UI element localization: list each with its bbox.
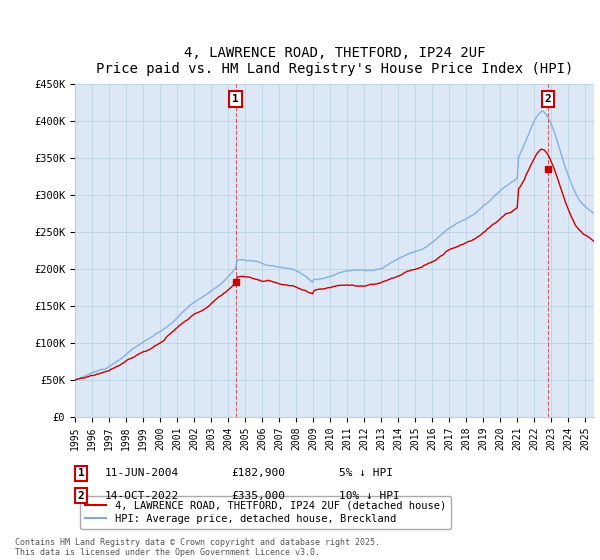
Text: 1: 1 (232, 94, 239, 104)
Text: £182,900: £182,900 (231, 468, 285, 478)
Text: 11-JUN-2004: 11-JUN-2004 (105, 468, 179, 478)
Text: 10% ↓ HPI: 10% ↓ HPI (339, 491, 400, 501)
Text: 14-OCT-2022: 14-OCT-2022 (105, 491, 179, 501)
Text: 5% ↓ HPI: 5% ↓ HPI (339, 468, 393, 478)
Text: £335,000: £335,000 (231, 491, 285, 501)
Text: Contains HM Land Registry data © Crown copyright and database right 2025.
This d: Contains HM Land Registry data © Crown c… (15, 538, 380, 557)
Text: 2: 2 (77, 491, 85, 501)
Legend: 4, LAWRENCE ROAD, THETFORD, IP24 2UF (detached house), HPI: Average price, detac: 4, LAWRENCE ROAD, THETFORD, IP24 2UF (de… (80, 496, 451, 529)
Text: 2: 2 (545, 94, 551, 104)
Text: 1: 1 (77, 468, 85, 478)
Title: 4, LAWRENCE ROAD, THETFORD, IP24 2UF
Price paid vs. HM Land Registry's House Pri: 4, LAWRENCE ROAD, THETFORD, IP24 2UF Pri… (96, 46, 573, 76)
